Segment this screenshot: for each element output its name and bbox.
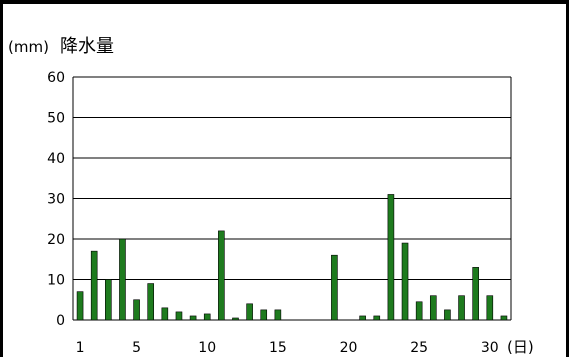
x-tick-label-20: 20 xyxy=(340,340,358,356)
x-tick-label-30: 30 xyxy=(481,340,499,356)
x-tick-label-25: 25 xyxy=(410,340,428,356)
x-tick-label-5: 5 xyxy=(132,340,141,356)
bar-day-14 xyxy=(260,309,268,321)
bar-day-1 xyxy=(76,291,84,321)
x-axis-ticks: 1 5 10 15 20 25 30 xyxy=(76,340,499,356)
y-tick-label-0: 0 xyxy=(56,313,65,329)
bar-day-28 xyxy=(458,295,465,321)
bar-day-23 xyxy=(387,194,395,321)
x-unit-label: (日) xyxy=(507,338,534,356)
bar-day-19 xyxy=(331,254,338,321)
bar-day-25 xyxy=(415,301,423,321)
bar-day-31 xyxy=(500,315,508,321)
top-border xyxy=(0,0,569,4)
grid-layer xyxy=(72,76,512,321)
bar-day-29 xyxy=(472,267,479,321)
bar-day-26 xyxy=(429,295,437,321)
bar-day-15 xyxy=(274,309,282,321)
bar-day-5 xyxy=(133,299,140,321)
bar-day-21 xyxy=(359,315,366,321)
y-tick-label-10: 10 xyxy=(47,273,65,289)
bar-day-11 xyxy=(218,230,225,321)
y-tick-label-40: 40 xyxy=(47,151,65,167)
bar-day-9 xyxy=(189,315,197,321)
bar-day-12 xyxy=(232,317,239,321)
bar-day-6 xyxy=(147,283,155,321)
left-border xyxy=(0,0,3,357)
y-axis-ticks: 0 10 20 30 40 50 60 xyxy=(47,70,65,329)
bar-day-2 xyxy=(90,250,98,321)
y-unit-label: (mm) xyxy=(8,38,49,56)
bar-day-7 xyxy=(161,307,169,321)
y-tick-label-30: 30 xyxy=(47,192,65,208)
y-tick-label-50: 50 xyxy=(47,111,65,127)
y-tick-label-60: 60 xyxy=(47,70,65,86)
y-tick-label-20: 20 xyxy=(47,232,65,248)
bar-day-13 xyxy=(246,303,253,321)
bar-day-30 xyxy=(486,295,494,321)
bar-day-22 xyxy=(373,315,381,321)
right-border xyxy=(566,0,569,357)
bar-day-3 xyxy=(105,279,112,321)
bar-layer xyxy=(76,194,508,321)
x-tick-label-15: 15 xyxy=(269,340,287,356)
bar-day-8 xyxy=(175,311,183,321)
chart-title: 降水量 xyxy=(60,36,114,57)
x-tick-label-10: 10 xyxy=(198,340,216,356)
bar-day-4 xyxy=(119,238,126,321)
x-tick-label-1: 1 xyxy=(76,340,85,356)
bar-day-27 xyxy=(444,309,451,321)
bar-day-10 xyxy=(203,313,211,321)
bar-day-24 xyxy=(401,242,409,321)
